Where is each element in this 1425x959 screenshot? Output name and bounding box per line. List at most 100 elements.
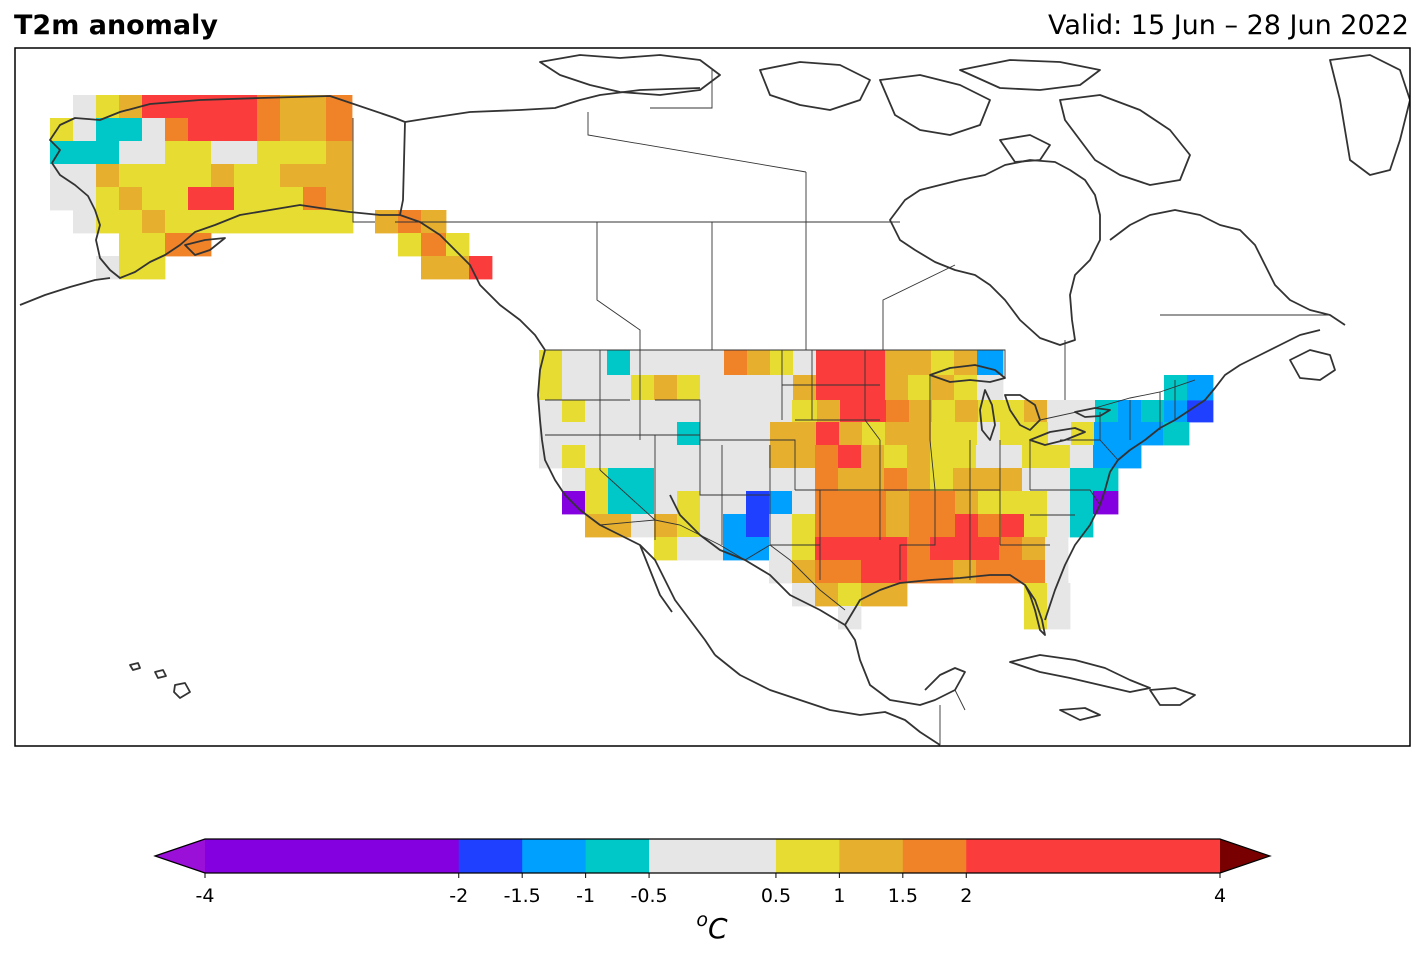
anomaly-cell <box>746 514 770 538</box>
anomaly-cell <box>885 350 909 376</box>
anomaly-cell <box>907 468 931 492</box>
colorbar-bin <box>458 839 523 873</box>
anomaly-cell <box>257 118 281 142</box>
anomaly-cell <box>585 468 609 492</box>
colorbar-tick-label: 1 <box>833 885 845 907</box>
anomaly-cell <box>562 400 586 423</box>
anomaly-cell <box>257 95 281 119</box>
anomaly-cell <box>953 468 977 492</box>
valid-date-label: Valid: 15 Jun – 28 Jun 2022 <box>1048 10 1409 41</box>
anomaly-cell <box>73 95 97 119</box>
anomaly-cell <box>930 560 954 584</box>
anomaly-cell <box>585 375 632 401</box>
anomaly-cell <box>165 141 212 165</box>
anomaly-cell <box>793 375 817 401</box>
anomaly-cell <box>932 400 956 423</box>
anomaly-cell <box>700 375 794 401</box>
anomaly-cell <box>861 583 885 607</box>
anomaly-cell <box>838 445 862 469</box>
anomaly-cell <box>976 445 1000 469</box>
colorbar-bin <box>902 839 967 873</box>
anomaly-cell <box>816 350 886 376</box>
anomaly-cell <box>654 375 678 401</box>
anomaly-cell <box>931 422 955 446</box>
anomaly-cell <box>677 514 701 538</box>
anomaly-cell <box>793 350 817 376</box>
anomaly-cell <box>326 118 353 142</box>
anomaly-cell <box>539 350 563 376</box>
anomaly-cell <box>165 210 354 234</box>
coastlines-borders <box>19 54 1410 746</box>
anomaly-cell <box>1001 491 1025 515</box>
anomaly-cell <box>838 537 885 561</box>
anomaly-cell <box>1024 400 1048 423</box>
colorbar-bin <box>649 839 777 873</box>
anomaly-cell <box>930 445 954 469</box>
anomaly-cell <box>978 491 1002 515</box>
anomaly-cell <box>816 375 863 401</box>
anomaly-cell <box>211 164 235 188</box>
anomaly-cell <box>96 187 120 211</box>
anomaly-cell <box>188 187 235 211</box>
anomaly-cell <box>142 187 189 211</box>
anomaly-cell <box>585 491 609 515</box>
colorbar-tick-label: -1 <box>576 885 595 907</box>
anomaly-cell <box>585 514 609 538</box>
anomaly-cell <box>769 560 793 584</box>
anomaly-cell <box>677 375 701 401</box>
anomaly-cell <box>885 375 909 401</box>
anomaly-cell <box>976 560 1000 584</box>
anomaly-cell <box>119 187 143 211</box>
anomaly-cell <box>976 468 1000 492</box>
anomaly-cell <box>142 210 166 234</box>
anomaly-cell <box>932 491 956 515</box>
anomaly-cell <box>677 491 701 515</box>
anomaly-cell <box>142 164 212 188</box>
anomaly-cell <box>793 422 817 446</box>
anomaly-cell <box>119 164 143 188</box>
colorbar-tick-label: 0.5 <box>761 885 791 907</box>
anomaly-cell <box>723 537 770 561</box>
colorbar-bin <box>585 839 650 873</box>
anomaly-cell <box>838 560 862 584</box>
anomaly-cell <box>211 141 258 165</box>
anomaly-cell <box>1047 514 1071 538</box>
anomaly-cell <box>861 560 885 584</box>
anomaly-cell <box>50 118 74 142</box>
anomaly-cell <box>326 187 353 211</box>
anomaly-cell <box>1024 491 1048 515</box>
anomaly-cell <box>1141 400 1165 423</box>
anomaly-cell <box>73 118 97 142</box>
anomaly-cell <box>839 422 863 446</box>
anomaly-cell <box>815 445 839 469</box>
anomaly-cell <box>908 375 932 401</box>
colorbar-tick-label: -0.5 <box>631 885 668 907</box>
colorbar-bin <box>775 839 840 873</box>
anomaly-cell <box>769 514 793 538</box>
anomaly-cell <box>1000 422 1049 446</box>
anomaly-cell <box>886 514 910 538</box>
anomaly-cell <box>999 537 1023 561</box>
anomaly-cell <box>815 560 839 584</box>
colorbar-unit-label: oC <box>696 909 728 945</box>
anomaly-cell <box>654 468 816 492</box>
anomaly-cell <box>1070 468 1094 492</box>
anomaly-cell <box>840 400 864 423</box>
anomaly-cell <box>421 256 447 280</box>
anomaly-cell <box>884 537 908 561</box>
anomaly-cell <box>908 422 932 446</box>
anomaly-cell <box>909 491 933 515</box>
anomaly-cell <box>815 537 839 561</box>
anomaly-cell <box>73 210 97 234</box>
anomaly-cell <box>1001 400 1025 423</box>
anomaly-cell <box>398 233 422 257</box>
anomaly-cell <box>326 141 353 165</box>
anomaly-cell <box>96 95 120 119</box>
anomaly-cell <box>792 400 818 423</box>
anomaly-cell <box>280 118 327 142</box>
anomaly-cell <box>234 164 281 188</box>
colorbar-tick-label: -2 <box>449 885 468 907</box>
map-frame <box>14 47 1411 747</box>
anomaly-cell <box>562 375 586 401</box>
anomaly-cell <box>1022 560 1046 584</box>
